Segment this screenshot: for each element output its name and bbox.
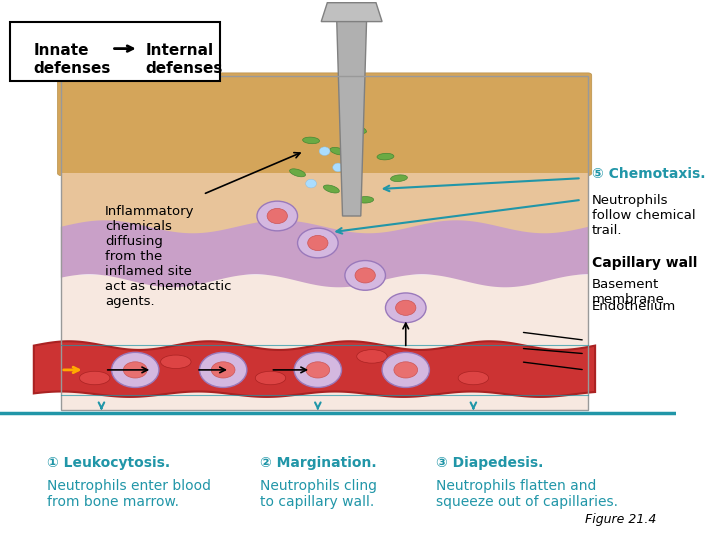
Text: Figure 21.4: Figure 21.4 [585,514,656,526]
Ellipse shape [306,362,330,378]
Text: Internal
defenses: Internal defenses [145,43,222,76]
Ellipse shape [212,362,235,378]
Polygon shape [34,341,595,397]
Polygon shape [321,3,382,22]
Ellipse shape [345,260,385,290]
Text: Neutrophils enter blood
from bone marrow.: Neutrophils enter blood from bone marrow… [48,479,212,509]
FancyBboxPatch shape [58,73,592,176]
Circle shape [346,190,357,199]
Ellipse shape [391,174,407,183]
Ellipse shape [385,293,426,322]
Ellipse shape [257,201,297,231]
Ellipse shape [276,213,292,219]
Ellipse shape [267,208,287,224]
Ellipse shape [310,229,326,235]
Text: Basement
membrane: Basement membrane [592,278,665,306]
Ellipse shape [256,372,286,384]
Ellipse shape [199,352,247,388]
Polygon shape [61,220,588,287]
Ellipse shape [330,147,346,156]
Text: Neutrophils flatten and
squeeze out of capillaries.: Neutrophils flatten and squeeze out of c… [436,479,618,509]
Bar [61,275,588,410]
Ellipse shape [112,352,159,388]
Text: Innate
defenses: Innate defenses [34,43,111,76]
Ellipse shape [294,352,341,388]
Text: ② Margination.: ② Margination. [261,456,377,470]
Text: Neutrophils cling
to capillary wall.: Neutrophils cling to capillary wall. [261,479,377,509]
Ellipse shape [323,185,340,193]
Ellipse shape [307,235,328,251]
Ellipse shape [458,372,489,384]
Text: ③ Diapedesis.: ③ Diapedesis. [436,456,544,470]
Ellipse shape [161,355,191,368]
Ellipse shape [350,126,366,133]
Text: Inflammatory
chemicals
diffusing
from the
inflamed site
act as chemotactic
agent: Inflammatory chemicals diffusing from th… [105,205,231,308]
Text: ⑤ Chemotaxis.: ⑤ Chemotaxis. [592,167,705,181]
Text: ① Leukocytosis.: ① Leukocytosis. [48,456,171,470]
Ellipse shape [79,372,110,384]
Ellipse shape [289,170,306,176]
Polygon shape [345,76,359,216]
Ellipse shape [356,350,387,363]
Ellipse shape [394,362,418,378]
Polygon shape [336,11,367,216]
Ellipse shape [377,153,394,160]
FancyBboxPatch shape [10,22,220,81]
Ellipse shape [356,197,374,203]
Circle shape [306,179,317,188]
Circle shape [319,147,330,156]
Ellipse shape [382,352,429,388]
Ellipse shape [395,300,416,315]
Circle shape [333,163,343,172]
Ellipse shape [303,137,319,144]
Ellipse shape [355,268,375,283]
Ellipse shape [297,228,338,258]
Text: Capillary wall: Capillary wall [592,256,697,271]
Text: Neutrophils
follow chemical
trail.: Neutrophils follow chemical trail. [592,194,696,238]
Ellipse shape [123,362,147,378]
Text: Endothelium: Endothelium [592,300,676,313]
Bar [61,173,588,248]
